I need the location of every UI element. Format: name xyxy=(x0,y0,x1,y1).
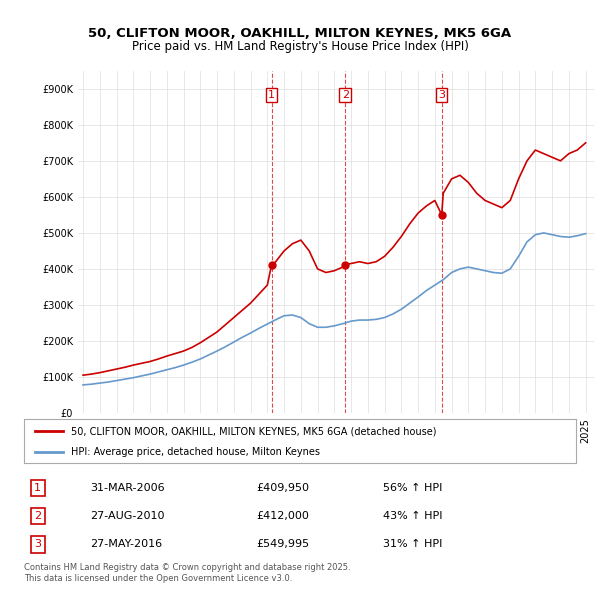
Text: £409,950: £409,950 xyxy=(256,483,309,493)
Point xyxy=(266,261,276,270)
Text: 1: 1 xyxy=(268,90,275,100)
Point xyxy=(340,260,350,269)
Text: Price paid vs. HM Land Registry's House Price Index (HPI): Price paid vs. HM Land Registry's House … xyxy=(131,40,469,53)
Text: 56% ↑ HPI: 56% ↑ HPI xyxy=(383,483,442,493)
Text: 2: 2 xyxy=(34,511,41,521)
Text: 27-MAY-2016: 27-MAY-2016 xyxy=(90,539,163,549)
Text: £549,995: £549,995 xyxy=(256,539,309,549)
Text: 3: 3 xyxy=(34,539,41,549)
Text: 3: 3 xyxy=(438,90,445,100)
Text: 27-AUG-2010: 27-AUG-2010 xyxy=(90,511,165,521)
Text: £412,000: £412,000 xyxy=(256,511,309,521)
Point xyxy=(437,210,446,219)
Text: HPI: Average price, detached house, Milton Keynes: HPI: Average price, detached house, Milt… xyxy=(71,447,320,457)
Text: 50, CLIFTON MOOR, OAKHILL, MILTON KEYNES, MK5 6GA (detached house): 50, CLIFTON MOOR, OAKHILL, MILTON KEYNES… xyxy=(71,427,436,436)
Text: Contains HM Land Registry data © Crown copyright and database right 2025.
This d: Contains HM Land Registry data © Crown c… xyxy=(24,563,350,583)
Text: 43% ↑ HPI: 43% ↑ HPI xyxy=(383,511,442,521)
Text: 50, CLIFTON MOOR, OAKHILL, MILTON KEYNES, MK5 6GA: 50, CLIFTON MOOR, OAKHILL, MILTON KEYNES… xyxy=(88,27,512,40)
Text: 31% ↑ HPI: 31% ↑ HPI xyxy=(383,539,442,549)
Text: 2: 2 xyxy=(341,90,349,100)
Text: 1: 1 xyxy=(34,483,41,493)
Text: 31-MAR-2006: 31-MAR-2006 xyxy=(90,483,165,493)
